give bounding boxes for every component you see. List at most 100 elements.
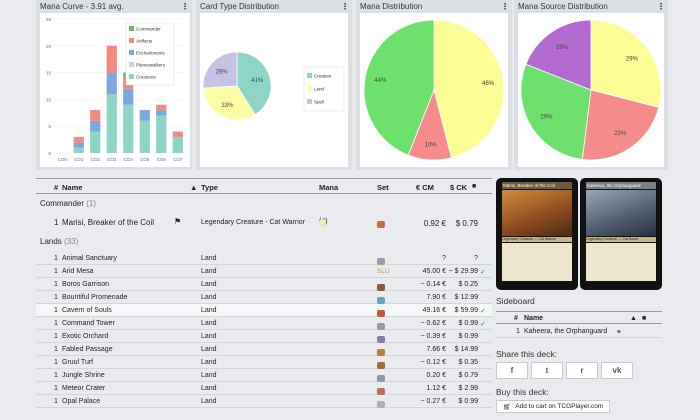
table-row[interactable]: 1 Fabled Passage Land 7.66 € $ 14.99 <box>36 343 492 356</box>
bar-segment <box>172 131 183 137</box>
bar-segment <box>156 110 167 116</box>
sideboard-row[interactable]: 1 Kaheera, the Orphanguard ⚭ <box>496 325 662 338</box>
land-type: Land <box>201 372 217 379</box>
land-ck-price: $ 14.99 <box>454 346 478 353</box>
pie-label: 46% <box>482 81 495 87</box>
table-row[interactable]: 1 Gruul Turf Land ~ 0.12 € $ 0.35 <box>36 356 492 369</box>
land-type: Land <box>201 320 217 327</box>
x-tick-label: CO3 <box>107 157 117 162</box>
sideboard-name[interactable]: Kaheera, the Orphanguard <box>524 328 608 335</box>
header-mana[interactable]: Mana <box>319 183 339 192</box>
land-ck-price: $ 12.99 <box>454 294 478 301</box>
table-row[interactable]: 1 Cavern of Souls Land 49.16 € $ 59.99 ✓ <box>36 304 492 317</box>
land-type: Land <box>201 333 217 340</box>
table-row[interactable]: 1 Animal Sanctuary Land?? <box>36 252 492 265</box>
tcgplayer-cart-label: Add to cart on TCGPlayer.com <box>515 403 604 410</box>
commander-row[interactable]: 1 Marisi, Breaker of the Coil ⚑ Legendar… <box>36 214 492 231</box>
y-tick-label: 5 <box>48 124 51 129</box>
pie-label: 23% <box>614 131 627 137</box>
camera-icon[interactable]: ■ <box>472 183 477 190</box>
flag-icon: ⚑ <box>174 217 182 226</box>
table-row[interactable]: 1 Opal Palace Land ~ 0.27 € $ 0.99 <box>36 395 492 408</box>
tcgplayer-cart-button[interactable]: 🛒︎ Add to cart on TCGPlayer.com <box>496 400 611 413</box>
header-cm[interactable]: € CM <box>416 183 434 192</box>
land-cm-price: 45.00 € <box>422 268 446 275</box>
land-cm-price: 0.20 € <box>426 372 446 379</box>
card-art <box>586 190 656 236</box>
land-name[interactable]: Opal Palace <box>62 398 101 405</box>
reddit-share-button[interactable]: r <box>566 362 598 379</box>
table-row[interactable]: 1 Bountiful Promenade Land 7.90 € $ 12.99 <box>36 291 492 304</box>
sideboard-qty: 1 <box>516 328 520 335</box>
table-row[interactable]: 1 Meteor Crater Land 1.12 € $ 2.99 <box>36 382 492 395</box>
table-header: # Name ▲ Type Mana Set € CM $ CK ■ <box>36 178 492 194</box>
bar-segment <box>139 110 150 121</box>
table-row[interactable]: 1 Arid Mesa Land SLU 45.00 € ~ $ 29.99 ✓ <box>36 265 492 278</box>
facebook-share-button[interactable]: f <box>496 362 528 379</box>
land-cm-price: 7.90 € <box>426 294 446 301</box>
pie-label: 33% <box>221 103 234 109</box>
mana-source-menu-icon[interactable]: ⋮ <box>657 2 665 11</box>
sideboard-header-name[interactable]: Name <box>524 315 544 322</box>
commander-cm: 0.92 € <box>423 219 446 228</box>
land-name[interactable]: Bountiful Promenade <box>62 294 128 301</box>
legend-label: Commander <box>136 27 161 32</box>
bar-segment <box>73 147 84 153</box>
land-name[interactable]: Fabled Passage <box>62 346 113 353</box>
legend-label: Land <box>314 87 325 92</box>
land-name[interactable]: Jungle Shrine <box>62 372 105 379</box>
sort-asc-icon[interactable]: ▲ <box>190 183 198 192</box>
land-cm-price: 7.66 € <box>426 346 446 353</box>
commander-count: (1) <box>86 199 97 208</box>
bar-segment <box>139 120 150 153</box>
x-tick-label: CO5 <box>140 157 150 162</box>
y-tick-label: 25 <box>46 17 52 22</box>
land-name[interactable]: Gruul Turf <box>62 359 94 366</box>
table-row[interactable]: 1 Boros Garrison Land ~ 0.14 € $ 0.25 <box>36 278 492 291</box>
set-code: SLU <box>377 268 390 275</box>
header-ck[interactable]: $ CK <box>450 183 468 192</box>
land-qty: 1 <box>54 268 58 275</box>
pie-label: 44% <box>374 78 387 84</box>
pie-slice <box>363 19 435 156</box>
bar-segment <box>106 94 117 153</box>
mana-curve-menu-icon[interactable]: ⋮ <box>181 2 189 11</box>
bar-segment <box>156 104 167 111</box>
land-type: Land <box>201 294 217 301</box>
table-row[interactable]: 1 Jungle Shrine Land 0.20 € $ 0.79 <box>36 369 492 382</box>
mana-dist-menu-icon[interactable]: ⋮ <box>501 2 509 11</box>
camera-icon[interactable]: ■ <box>642 315 647 322</box>
table-row[interactable]: 1 Exotic Orchard Land ~ 0.39 € $ 0.99 <box>36 330 492 343</box>
land-name[interactable]: Command Tower <box>62 320 115 327</box>
card-type-menu-icon[interactable]: ⋮ <box>341 2 349 11</box>
land-type: Land <box>201 268 217 275</box>
land-name[interactable]: Boros Garrison <box>62 281 110 288</box>
card-preview-marisi[interactable]: Marisi, Breaker of the Coil Legendary Cr… <box>496 178 578 290</box>
land-name[interactable]: Arid Mesa <box>62 268 94 275</box>
land-name[interactable]: Cavern of Souls <box>62 307 112 314</box>
land-qty: 1 <box>54 398 58 405</box>
header-name[interactable]: Name <box>62 183 83 192</box>
land-name[interactable]: Meteor Crater <box>62 385 106 392</box>
cart-icon: 🛒︎ <box>503 403 512 411</box>
header-set[interactable]: Set <box>377 183 389 192</box>
mana-source-chart: 29% 23% 29% 19% <box>518 13 664 167</box>
land-ck-price: $ 0.35 <box>458 359 478 366</box>
legend-label: Spell <box>314 100 324 105</box>
commander-name[interactable]: Marisi, Breaker of the Coil <box>62 218 155 227</box>
sort-asc-icon[interactable]: ▲ <box>630 315 637 322</box>
land-name[interactable]: Exotic Orchard <box>62 333 109 340</box>
land-ck-price: $ 0.25 <box>458 281 478 288</box>
twitter-share-button[interactable]: t <box>531 362 563 379</box>
header-type[interactable]: Type <box>201 183 218 192</box>
vk-share-button[interactable]: vk <box>601 362 633 379</box>
land-name[interactable]: Animal Sanctuary <box>62 255 117 262</box>
table-row[interactable]: 1 Command Tower Land ~ 0.62 € $ 0.99 ✓ <box>36 317 492 330</box>
mana-source-panel: Mana Source Distribution ⋮ 29% 23% 29% 19% <box>514 0 668 170</box>
pie-label: 29% <box>626 56 639 62</box>
land-qty: 1 <box>54 281 58 288</box>
card-preview-kaheera[interactable]: Kaheera, the Orphanguard Legendary Creat… <box>580 178 662 290</box>
pie-label: 29% <box>540 114 553 120</box>
pie-slice <box>202 51 238 89</box>
land-cm-price: ? <box>442 255 446 262</box>
